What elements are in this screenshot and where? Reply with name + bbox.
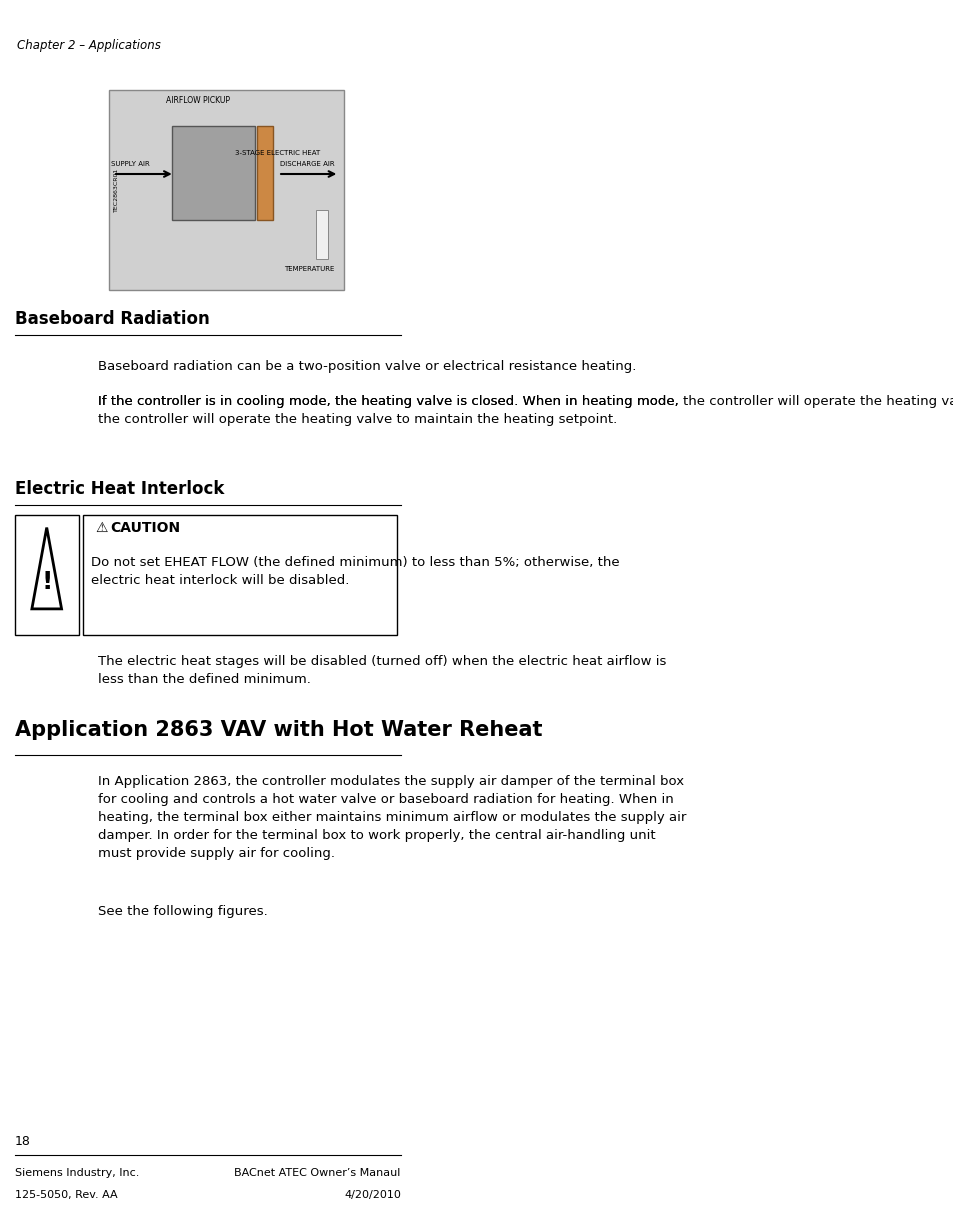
Text: 125-5050, Rev. AA: 125-5050, Rev. AA (14, 1190, 117, 1200)
Text: If the controller is in cooling mode, the heating valve is closed. When in heati: If the controller is in cooling mode, th… (97, 395, 678, 426)
Text: See the following figures.: See the following figures. (97, 906, 267, 918)
Text: 4/20/2010: 4/20/2010 (344, 1190, 400, 1200)
FancyBboxPatch shape (14, 515, 79, 634)
FancyBboxPatch shape (315, 209, 328, 259)
Text: Do not set EHEAT FLOW (the defined minimum) to less than 5%; otherwise, the
elec: Do not set EHEAT FLOW (the defined minim… (91, 556, 619, 586)
Text: BACnet ATEC Owner’s Manaul: BACnet ATEC Owner’s Manaul (234, 1168, 400, 1178)
Text: Baseboard radiation can be a two-position valve or electrical resistance heating: Baseboard radiation can be a two-positio… (97, 360, 636, 373)
FancyBboxPatch shape (256, 126, 274, 221)
Text: Siemens Industry, Inc.: Siemens Industry, Inc. (14, 1168, 139, 1178)
Text: 3-STAGE ELECTRIC HEAT: 3-STAGE ELECTRIC HEAT (235, 150, 320, 156)
Text: The electric heat stages will be disabled (turned off) when the electric heat ai: The electric heat stages will be disable… (97, 655, 665, 686)
Text: !: ! (41, 569, 52, 594)
Text: Baseboard Radiation: Baseboard Radiation (14, 310, 209, 328)
Text: CAUTION: CAUTION (110, 521, 180, 535)
Text: Electric Heat Interlock: Electric Heat Interlock (14, 480, 224, 498)
FancyBboxPatch shape (109, 90, 344, 290)
Text: In Application 2863, the controller modulates the supply air damper of the termi: In Application 2863, the controller modu… (97, 775, 685, 860)
Text: TEMPERATURE: TEMPERATURE (284, 266, 335, 272)
Polygon shape (31, 527, 62, 609)
FancyBboxPatch shape (172, 126, 254, 221)
Text: Application 2863 VAV with Hot Water Reheat: Application 2863 VAV with Hot Water Rehe… (14, 719, 541, 740)
Text: DISCHARGE AIR: DISCHARGE AIR (280, 160, 335, 166)
FancyBboxPatch shape (83, 515, 396, 634)
Text: TEC2863CR01: TEC2863CR01 (113, 168, 119, 212)
Text: If the controller is in cooling mode, the heating valve is closed. When in heati: If the controller is in cooling mode, th… (97, 395, 953, 408)
Text: SUPPLY AIR: SUPPLY AIR (111, 160, 150, 166)
Text: 18: 18 (14, 1135, 30, 1148)
Text: ⚠: ⚠ (95, 521, 108, 535)
Text: Chapter 2 – Applications: Chapter 2 – Applications (16, 39, 160, 53)
Text: AIRFLOW PICKUP: AIRFLOW PICKUP (166, 96, 230, 105)
